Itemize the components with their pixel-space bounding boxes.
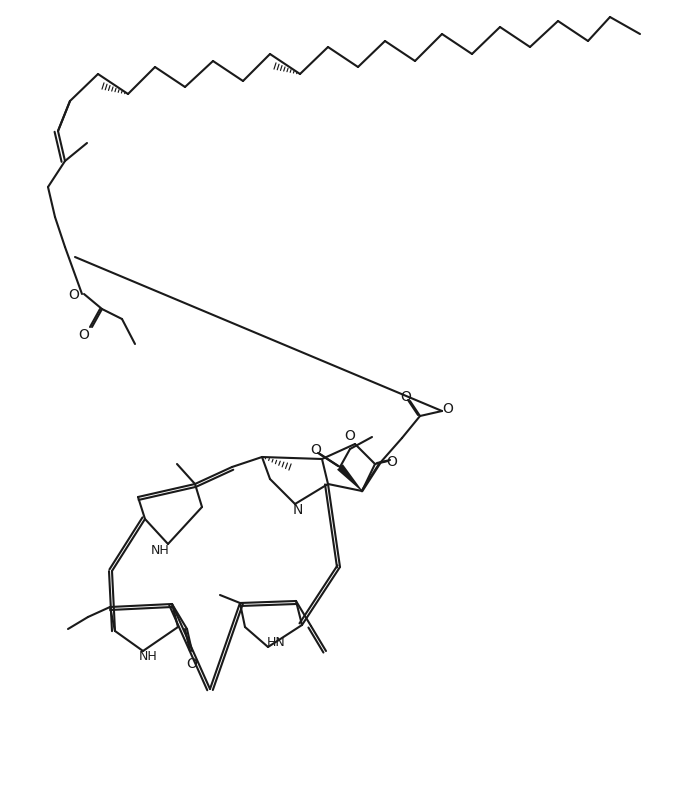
Text: NH: NH: [151, 544, 170, 557]
Text: O: O: [186, 656, 197, 670]
Text: NH: NH: [138, 650, 157, 663]
Text: O: O: [344, 428, 355, 443]
Text: O: O: [311, 443, 321, 457]
Text: O: O: [386, 454, 397, 469]
Text: O: O: [68, 288, 79, 302]
Text: O: O: [401, 389, 412, 404]
Text: O: O: [79, 328, 89, 341]
Text: O: O: [443, 401, 454, 415]
Polygon shape: [337, 465, 362, 491]
Text: HN: HN: [266, 636, 285, 649]
Text: N: N: [293, 502, 303, 517]
